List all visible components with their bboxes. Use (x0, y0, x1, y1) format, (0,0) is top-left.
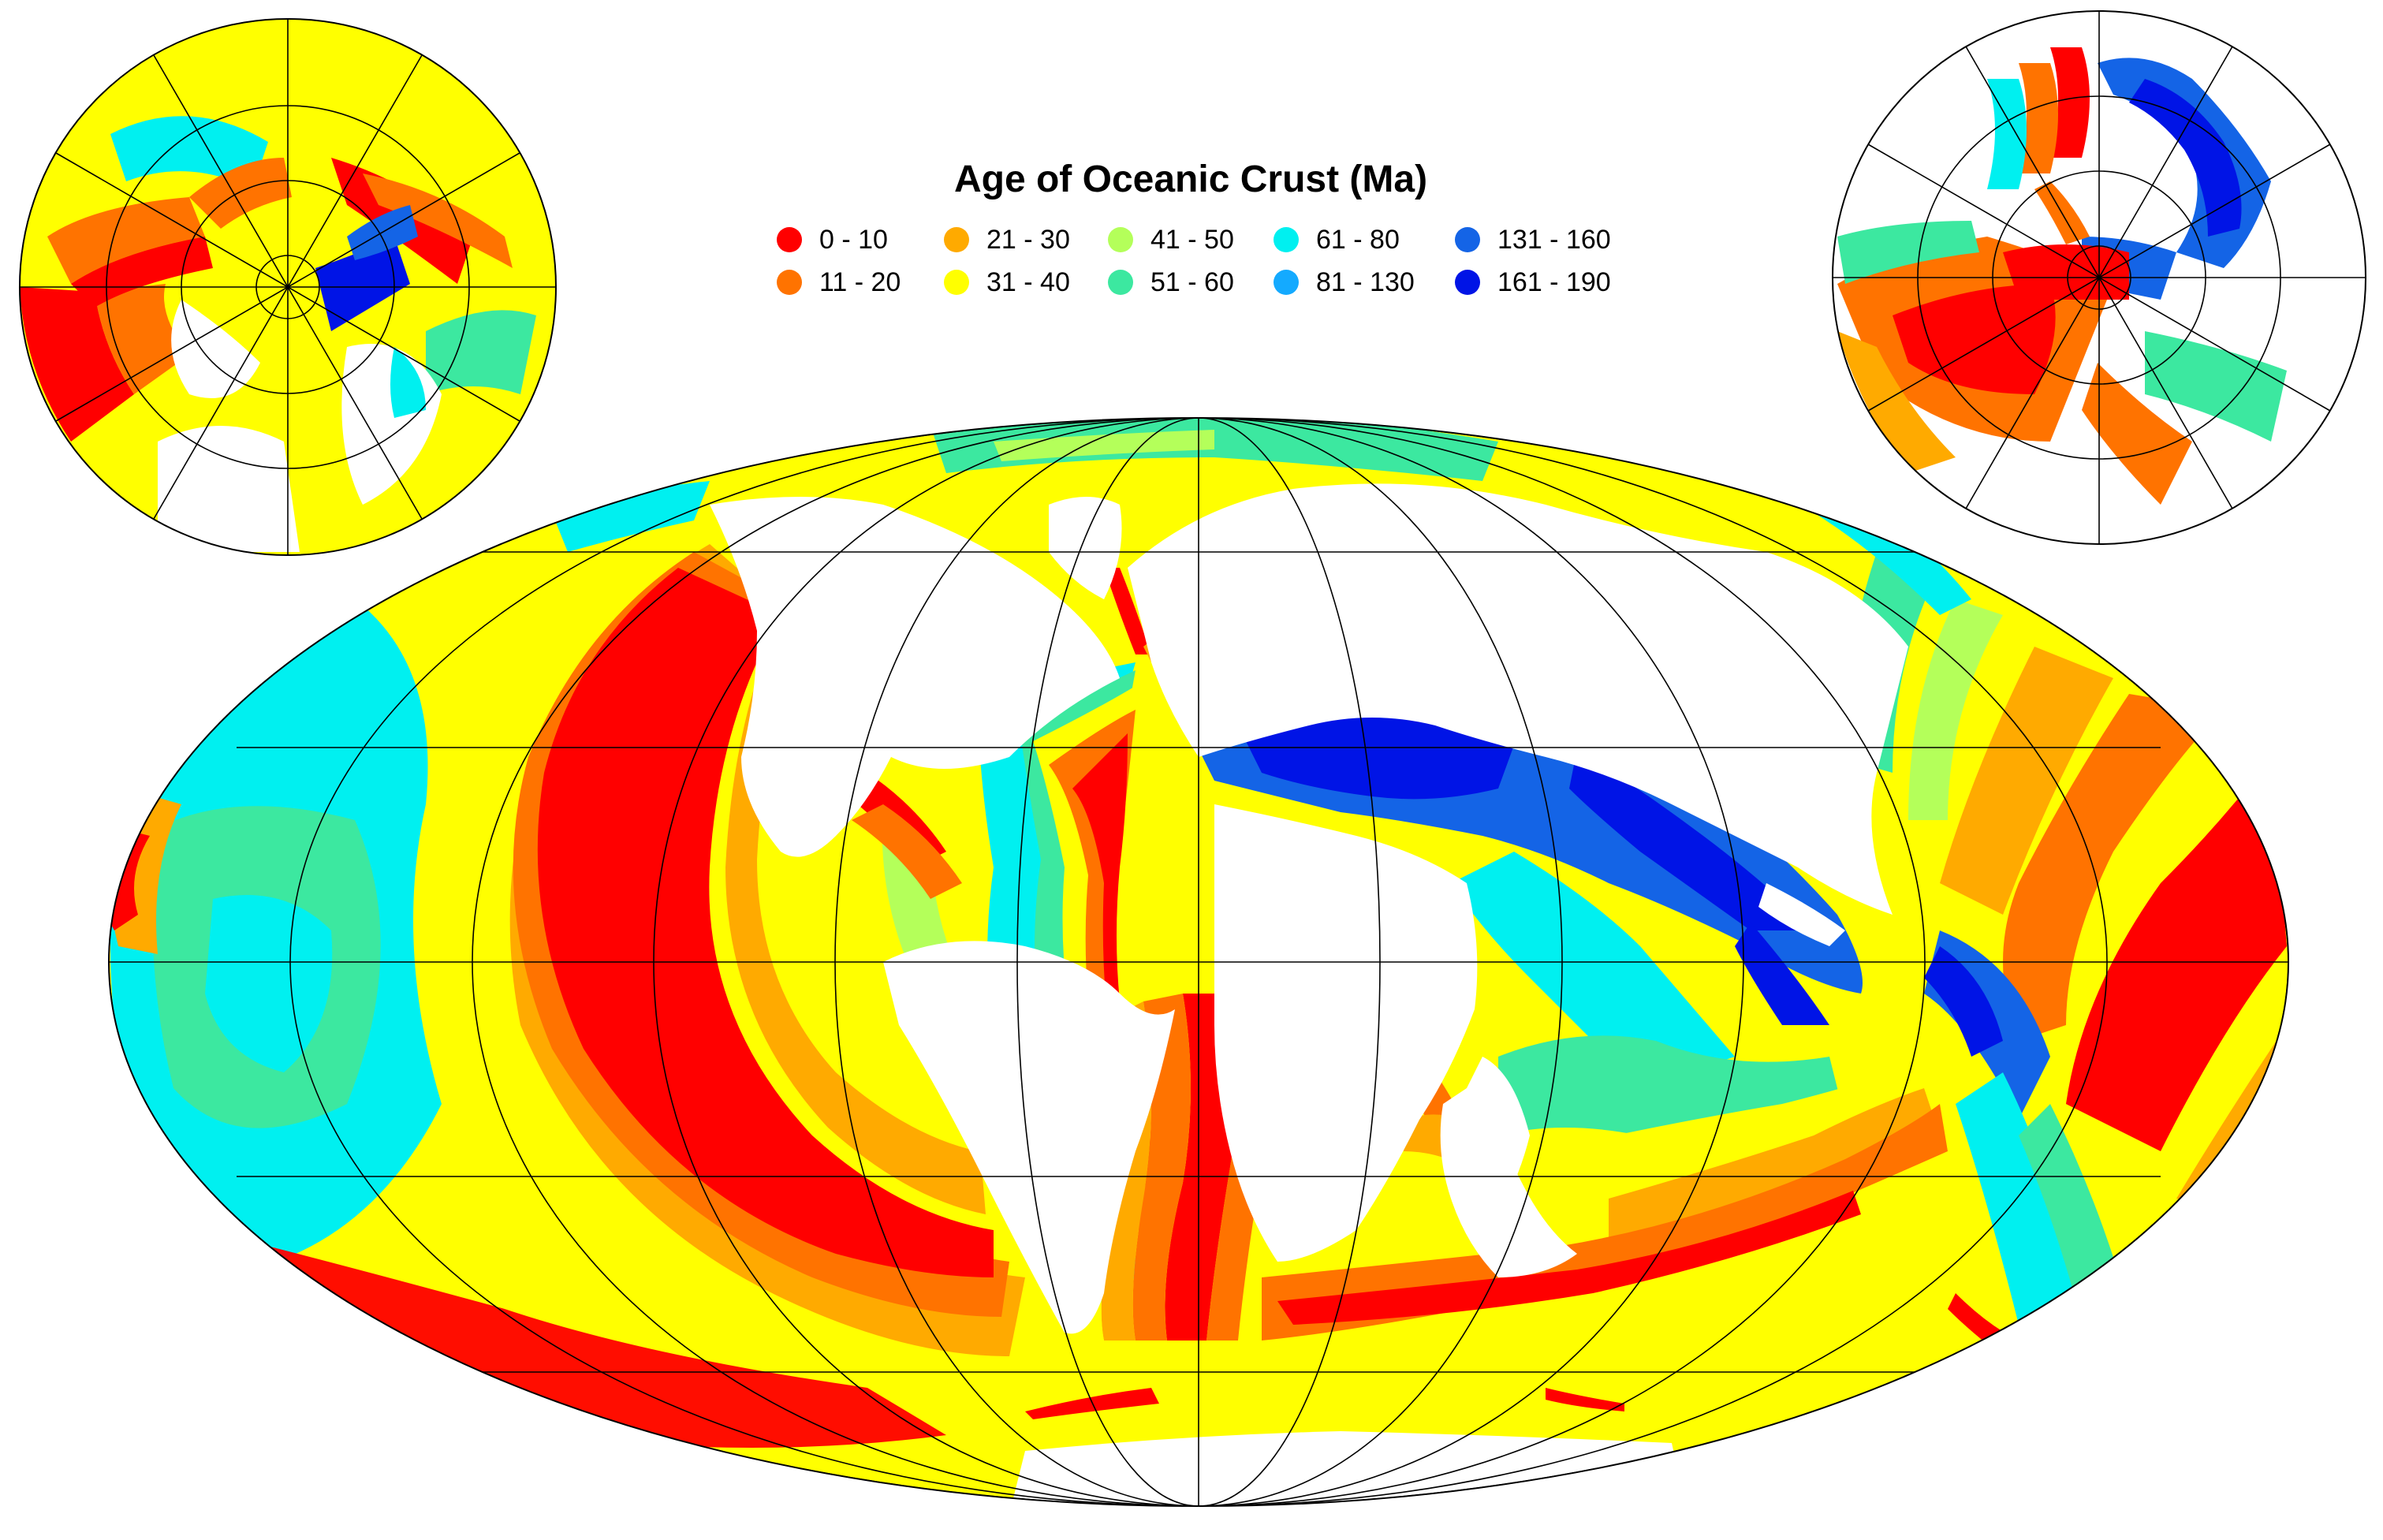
legend-item: 81 - 130 (1274, 262, 1415, 303)
south-inset-graticule (1833, 11, 2366, 544)
greenland-land (1049, 497, 1122, 599)
legend-swatch (777, 270, 802, 295)
age-legend: 0 - 10 11 - 20 21 - 30 31 - 40 41 - 50 5… (777, 219, 1644, 314)
legend-item: 11 - 20 (777, 262, 901, 303)
main-graticule (109, 418, 2288, 1506)
south-polar-inset (1833, 11, 2366, 544)
legend-label: 21 - 30 (986, 224, 1070, 255)
world-map (109, 418, 2288, 1506)
legend-swatch (1274, 227, 1299, 252)
north-america-land (710, 497, 1120, 857)
legend-swatch (1108, 227, 1133, 252)
legend-label: 61 - 80 (1316, 224, 1400, 255)
legend-swatch (1108, 270, 1133, 295)
legend-swatch (944, 227, 969, 252)
legend-label: 11 - 20 (819, 267, 901, 297)
australia-antarctica-land (1440, 1088, 1577, 1277)
south-america-land (883, 941, 1175, 1334)
legend-item: 131 - 160 (1455, 219, 1611, 260)
continents (710, 418, 1908, 1506)
legend-swatch (1455, 227, 1480, 252)
legend-swatch (777, 227, 802, 252)
legend-label: 161 - 190 (1497, 267, 1611, 297)
tethys-crust (1025, 691, 2019, 1419)
north-polar-inset (20, 19, 556, 555)
africa-south-land (1214, 804, 1478, 1262)
arctic-crust (552, 418, 1498, 552)
legend-label: 51 - 60 (1150, 267, 1234, 297)
legend-swatch (1274, 270, 1299, 295)
main-map-outline (108, 417, 2289, 1507)
legend-item: 0 - 10 (777, 219, 888, 260)
legend-label: 31 - 40 (986, 267, 1070, 297)
antarctica-land (1009, 1431, 1687, 1506)
legend-swatch (1455, 270, 1480, 295)
legend-item: 31 - 40 (944, 262, 1070, 303)
legend-swatch (944, 270, 969, 295)
north-pole-cap (1025, 418, 1419, 422)
legend-item: 61 - 80 (1274, 219, 1400, 260)
legend-label: 131 - 160 (1497, 224, 1611, 255)
north-inset-outline (19, 18, 557, 556)
legend-label: 0 - 10 (819, 224, 888, 255)
legend-item: 161 - 190 (1455, 262, 1611, 303)
south-inset-outline (1832, 10, 2366, 545)
africa-eurasia-land (1128, 483, 1908, 915)
legend-item: 51 - 60 (1108, 262, 1234, 303)
legend-label: 41 - 50 (1150, 224, 1234, 255)
legend-item: 21 - 30 (944, 219, 1070, 260)
map-title: Age of Oceanic Crust (Ma) (953, 158, 1428, 200)
north-inset-graticule (20, 19, 556, 555)
legend-label: 81 - 130 (1316, 267, 1415, 297)
east-asia-land (1758, 883, 1845, 946)
legend-item: 41 - 50 (1108, 219, 1234, 260)
